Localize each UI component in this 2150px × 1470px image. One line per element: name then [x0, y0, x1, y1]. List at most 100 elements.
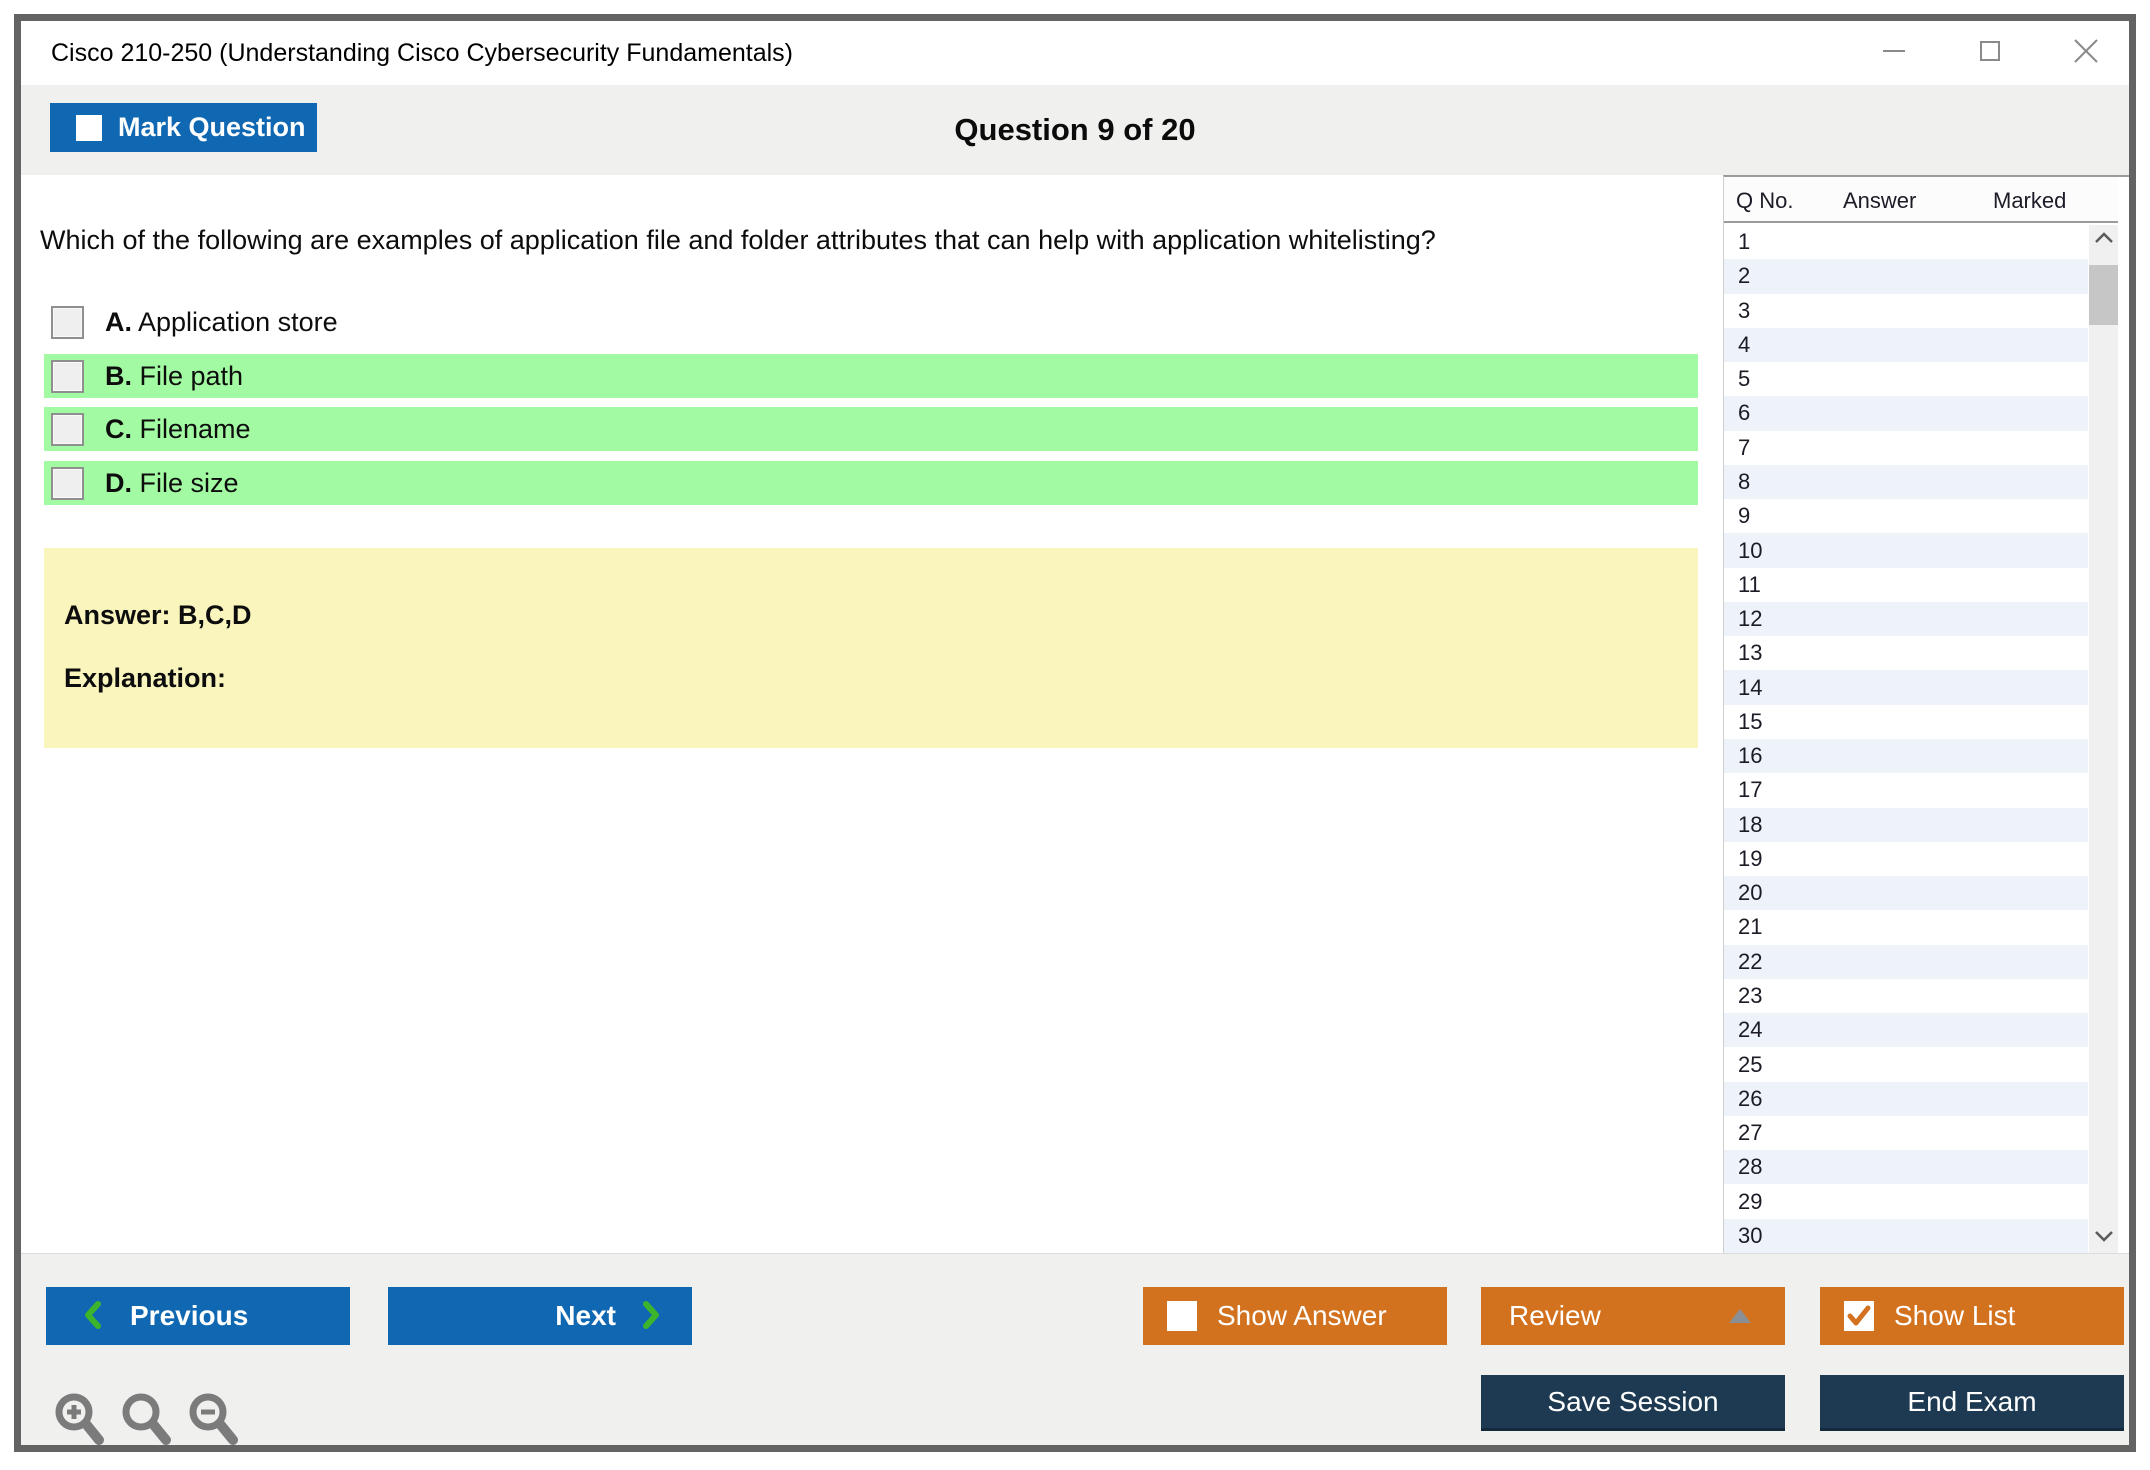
question-list-row[interactable]: 8	[1724, 464, 2088, 500]
q-no-cell: 22	[1738, 948, 1763, 974]
question-list-row[interactable]: 3	[1724, 294, 2088, 328]
mark-question-button[interactable]: Mark Question	[50, 103, 317, 152]
question-list-row[interactable]: 16	[1724, 738, 2088, 774]
minimize-button[interactable]	[1879, 38, 1909, 68]
question-list-row[interactable]: 25	[1724, 1047, 2088, 1081]
show-answer-label: Show Answer	[1217, 1300, 1387, 1331]
q-no-cell: 30	[1738, 1222, 1763, 1248]
question-list-row[interactable]: 11	[1724, 568, 2088, 602]
mark-question-label: Mark Question	[118, 112, 306, 142]
show-list-label: Show List	[1894, 1300, 2016, 1331]
question-list-row[interactable]: 7	[1724, 431, 2088, 465]
question-list-row[interactable]: 20	[1724, 876, 2088, 911]
review-button[interactable]: Review	[1481, 1287, 1785, 1345]
question-list-row[interactable]: 4	[1724, 327, 2088, 363]
question-list-row[interactable]: 18	[1724, 807, 2088, 842]
question-list-row[interactable]: 27	[1724, 1116, 2088, 1150]
q-no-cell: 15	[1738, 708, 1763, 734]
q-no-cell: 26	[1738, 1085, 1763, 1111]
zoom-reset-icon[interactable]	[120, 1391, 174, 1445]
zoom-in-icon[interactable]	[53, 1391, 107, 1445]
previous-button[interactable]: Previous	[46, 1287, 350, 1345]
option-row-c[interactable]: C. Filename	[44, 407, 1698, 451]
q-no-cell: 6	[1738, 400, 1751, 426]
show-list-checkbox[interactable]	[1844, 1301, 1874, 1331]
question-list-row[interactable]: 17	[1724, 773, 2088, 807]
question-list-row[interactable]: 2	[1724, 259, 2088, 294]
col-header-qno: Q No.	[1736, 188, 1794, 213]
zoom-out-icon[interactable]	[187, 1391, 241, 1445]
q-no-cell: 28	[1738, 1154, 1763, 1180]
option-row-d[interactable]: D. File size	[44, 461, 1698, 505]
question-list-row[interactable]: 14	[1724, 670, 2088, 705]
previous-label: Previous	[130, 1300, 249, 1331]
header-band: Question 9 of 20 Mark Question	[21, 85, 2129, 175]
option-d-checkbox[interactable]	[51, 466, 84, 500]
q-no-cell: 7	[1738, 434, 1751, 460]
mark-question-checkbox[interactable]	[76, 114, 102, 141]
question-list-row[interactable]: 30	[1724, 1218, 2088, 1253]
q-no-cell: 17	[1738, 777, 1763, 803]
minimize-icon	[1881, 38, 1907, 69]
question-list-row[interactable]: 19	[1724, 842, 2088, 876]
option-row-a[interactable]: A. Application store	[44, 300, 1698, 344]
question-list-row[interactable]: 28	[1724, 1150, 2088, 1185]
scroll-down-button[interactable]	[2089, 1223, 2118, 1253]
option-a-checkbox[interactable]	[51, 305, 84, 339]
q-no-cell: 11	[1738, 571, 1761, 597]
answer-text: Answer: B,C,D	[64, 600, 252, 630]
q-no-cell: 9	[1738, 503, 1751, 529]
question-list-row[interactable]: 5	[1724, 362, 2088, 396]
triangle-up-icon	[1729, 1309, 1751, 1323]
next-button[interactable]: Next	[388, 1287, 692, 1345]
scrollbar-thumb[interactable]	[2089, 265, 2118, 325]
window-title: Cisco 210-250 (Understanding Cisco Cyber…	[51, 39, 794, 67]
question-list-panel: Q No. Answer Marked 1 2 3 4 5 6 7 8 9 10 11 12 13 14 1…	[1723, 175, 2129, 1253]
option-b-checkbox[interactable]	[51, 359, 84, 393]
question-list-scrollbar[interactable]	[2089, 225, 2118, 1253]
q-no-cell: 12	[1738, 606, 1763, 632]
question-list-row[interactable]: 1	[1724, 225, 2088, 259]
question-list-row[interactable]: 13	[1724, 636, 2088, 670]
question-list-row[interactable]: 9	[1724, 499, 2088, 533]
scroll-up-button[interactable]	[2089, 225, 2118, 255]
end-exam-label: End Exam	[1907, 1385, 2037, 1417]
question-list-row[interactable]: 21	[1724, 910, 2088, 944]
q-no-cell: 14	[1738, 674, 1763, 700]
title-bar: Cisco 210-250 (Understanding Cisco Cyber…	[21, 21, 2129, 85]
close-button[interactable]	[2071, 38, 2101, 68]
question-list-row[interactable]: 10	[1724, 533, 2088, 568]
footer-bar: Previous Next Show Answer Review Show Li…	[21, 1253, 2129, 1445]
question-list-row[interactable]: 15	[1724, 705, 2088, 739]
q-no-cell: 18	[1738, 811, 1763, 837]
q-no-cell: 23	[1738, 982, 1763, 1008]
option-c-label: C. Filename	[105, 413, 251, 444]
question-area: Which of the following are examples of a…	[21, 175, 1723, 1253]
q-no-cell: 20	[1738, 880, 1763, 906]
question-list-row[interactable]: 23	[1724, 979, 2088, 1013]
q-no-cell: 5	[1738, 366, 1751, 392]
question-list-row[interactable]: 22	[1724, 944, 2088, 979]
question-list-row[interactable]: 6	[1724, 396, 2088, 431]
option-row-b[interactable]: B. File path	[44, 354, 1698, 398]
save-session-button[interactable]: Save Session	[1481, 1375, 1785, 1431]
question-list-row[interactable]: 26	[1724, 1081, 2088, 1116]
q-no-cell: 19	[1738, 845, 1763, 871]
option-d-label: D. File size	[105, 467, 239, 498]
show-answer-checkbox[interactable]	[1167, 1301, 1197, 1331]
maximize-icon	[1977, 38, 2003, 69]
option-c-checkbox[interactable]	[51, 412, 84, 446]
q-no-cell: 21	[1738, 914, 1763, 940]
q-no-cell: 1	[1738, 229, 1751, 255]
end-exam-button[interactable]: End Exam	[1820, 1375, 2124, 1431]
col-header-answer: Answer	[1843, 188, 1917, 213]
question-text: Which of the following are examples of a…	[40, 225, 1436, 255]
question-list-row[interactable]: 12	[1724, 601, 2088, 637]
question-list-row[interactable]: 29	[1724, 1184, 2088, 1218]
q-no-cell: 25	[1738, 1051, 1763, 1077]
maximize-button[interactable]	[1975, 38, 2005, 68]
explanation-text: Explanation:	[64, 663, 227, 693]
show-list-button[interactable]: Show List	[1820, 1287, 2124, 1345]
question-list-row[interactable]: 24	[1724, 1013, 2088, 1048]
show-answer-button[interactable]: Show Answer	[1143, 1287, 1447, 1345]
